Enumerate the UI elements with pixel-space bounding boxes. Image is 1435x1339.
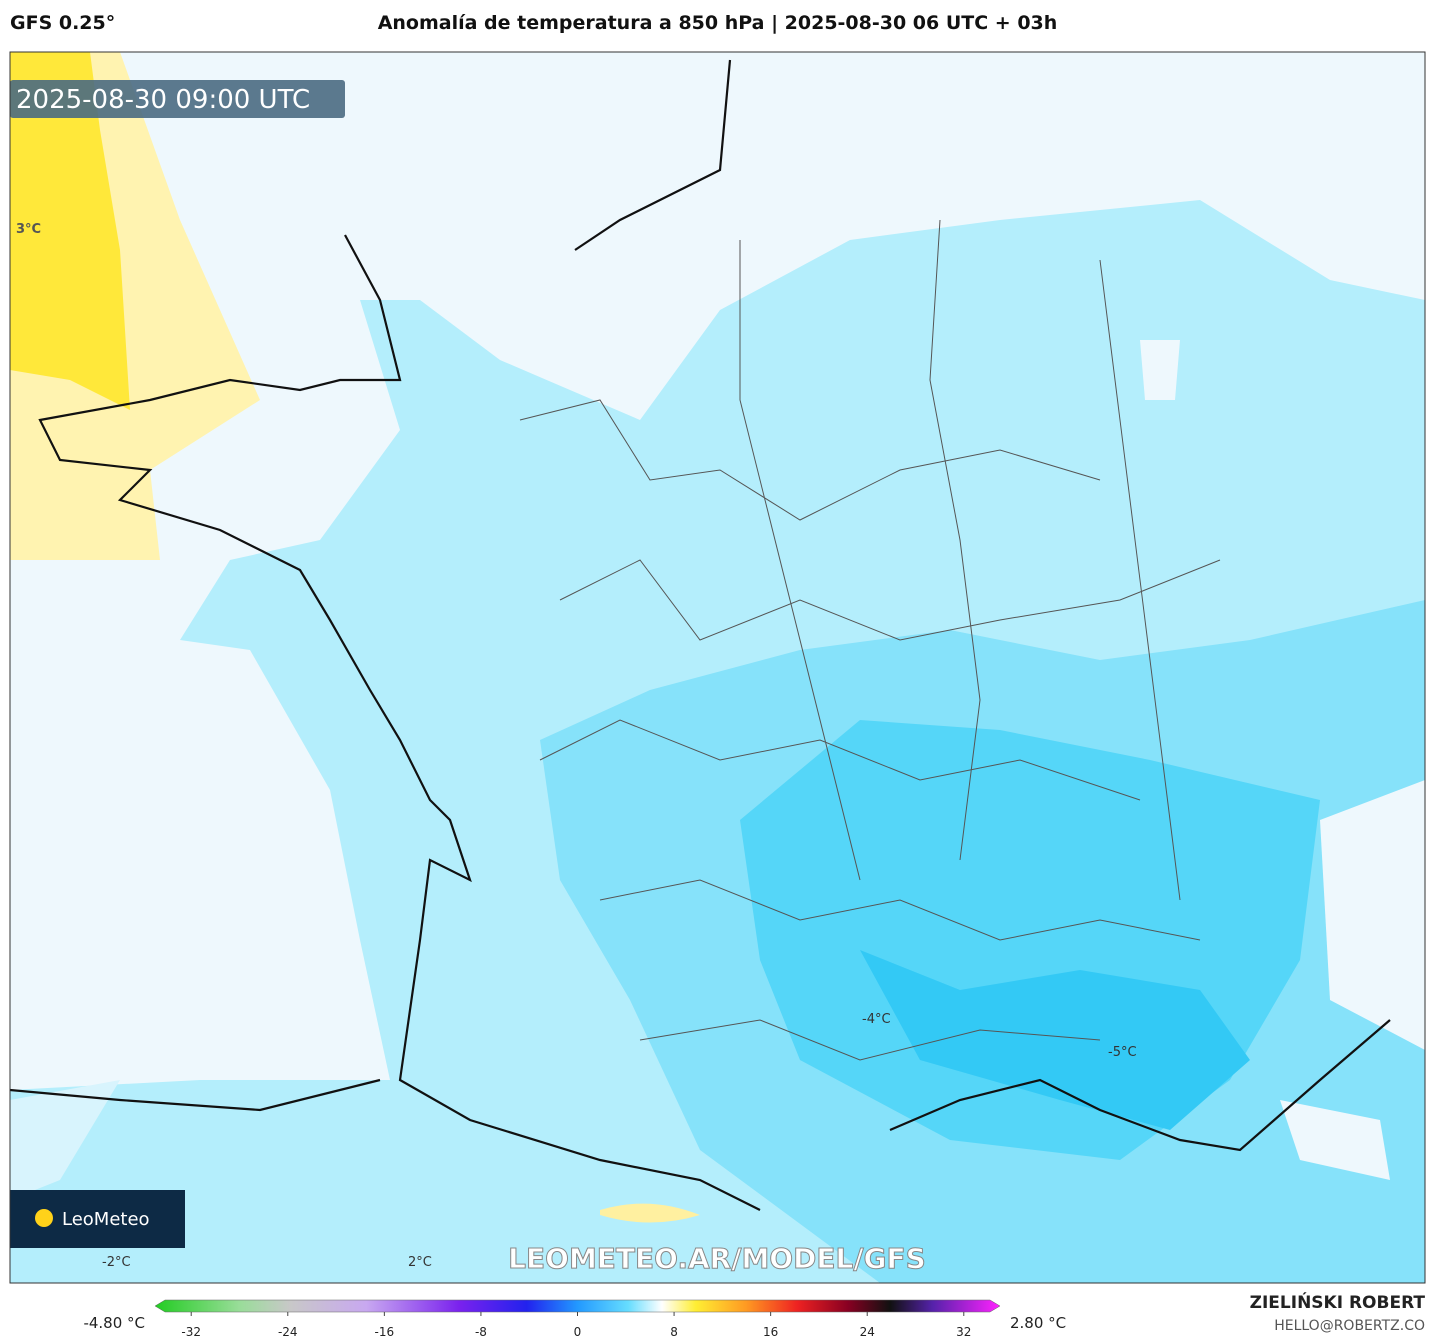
contour-label: 3°C bbox=[16, 222, 41, 237]
watermark: LEOMETEO.AR/MODEL/GFS bbox=[508, 1242, 926, 1275]
contour-label: 2°C bbox=[408, 1255, 432, 1270]
colorbar-tick-label: 32 bbox=[956, 1325, 971, 1339]
model-name: GFS 0.25° bbox=[10, 12, 116, 34]
colorbar-max: 2.80 °C bbox=[1010, 1314, 1066, 1332]
colorbar-tick-label: 8 bbox=[670, 1325, 678, 1339]
author: ZIELIŃSKI ROBERT bbox=[1250, 1291, 1426, 1313]
colorbar-tick-label: -24 bbox=[278, 1325, 298, 1339]
colorbar-tick-label: -32 bbox=[181, 1325, 201, 1339]
colorbar: -4.80 °C 2.80 °C -32 -24 -16 -8 0 8 16 24 32 bbox=[83, 1299, 1066, 1339]
logo: LeoMeteo bbox=[62, 1209, 150, 1230]
contour-label: -4°C bbox=[862, 1012, 891, 1027]
colorbar-tick-label: -16 bbox=[375, 1325, 395, 1339]
colorbar-tick-label: -8 bbox=[475, 1325, 487, 1339]
colorbar-tick-label: 16 bbox=[763, 1325, 778, 1339]
colorbar-tick-label: 0 bbox=[574, 1325, 582, 1339]
colorbar-min: -4.80 °C bbox=[83, 1314, 145, 1332]
contour-label: -5°C bbox=[1108, 1045, 1137, 1060]
contour-label: -2°C bbox=[102, 1255, 131, 1270]
timestamp: 2025-08-30 09:00 UTC bbox=[16, 85, 310, 115]
map-title: Anomalía de temperatura a 850 hPa | 2025… bbox=[377, 12, 1058, 34]
colorbar-tick-label: 24 bbox=[860, 1325, 875, 1339]
map-field: 2025-08-30 09:00 UTC 3°C -4°C -5°C -2°C … bbox=[10, 52, 1425, 1283]
contact: HELLO@ROBERTZ.CO bbox=[1274, 1318, 1425, 1334]
